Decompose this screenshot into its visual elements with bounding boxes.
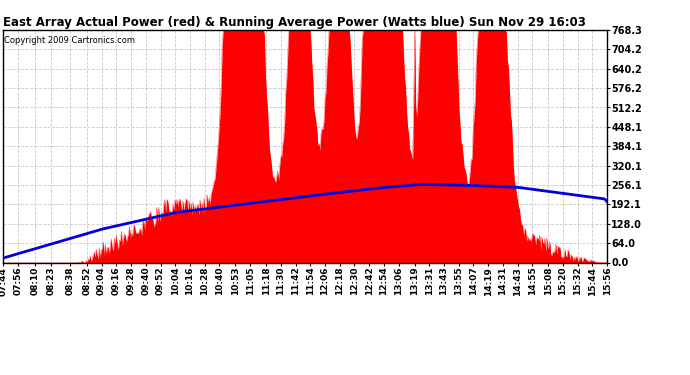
Text: Copyright 2009 Cartronics.com: Copyright 2009 Cartronics.com xyxy=(4,36,135,45)
Text: East Array Actual Power (red) & Running Average Power (Watts blue) Sun Nov 29 16: East Array Actual Power (red) & Running … xyxy=(3,16,586,29)
